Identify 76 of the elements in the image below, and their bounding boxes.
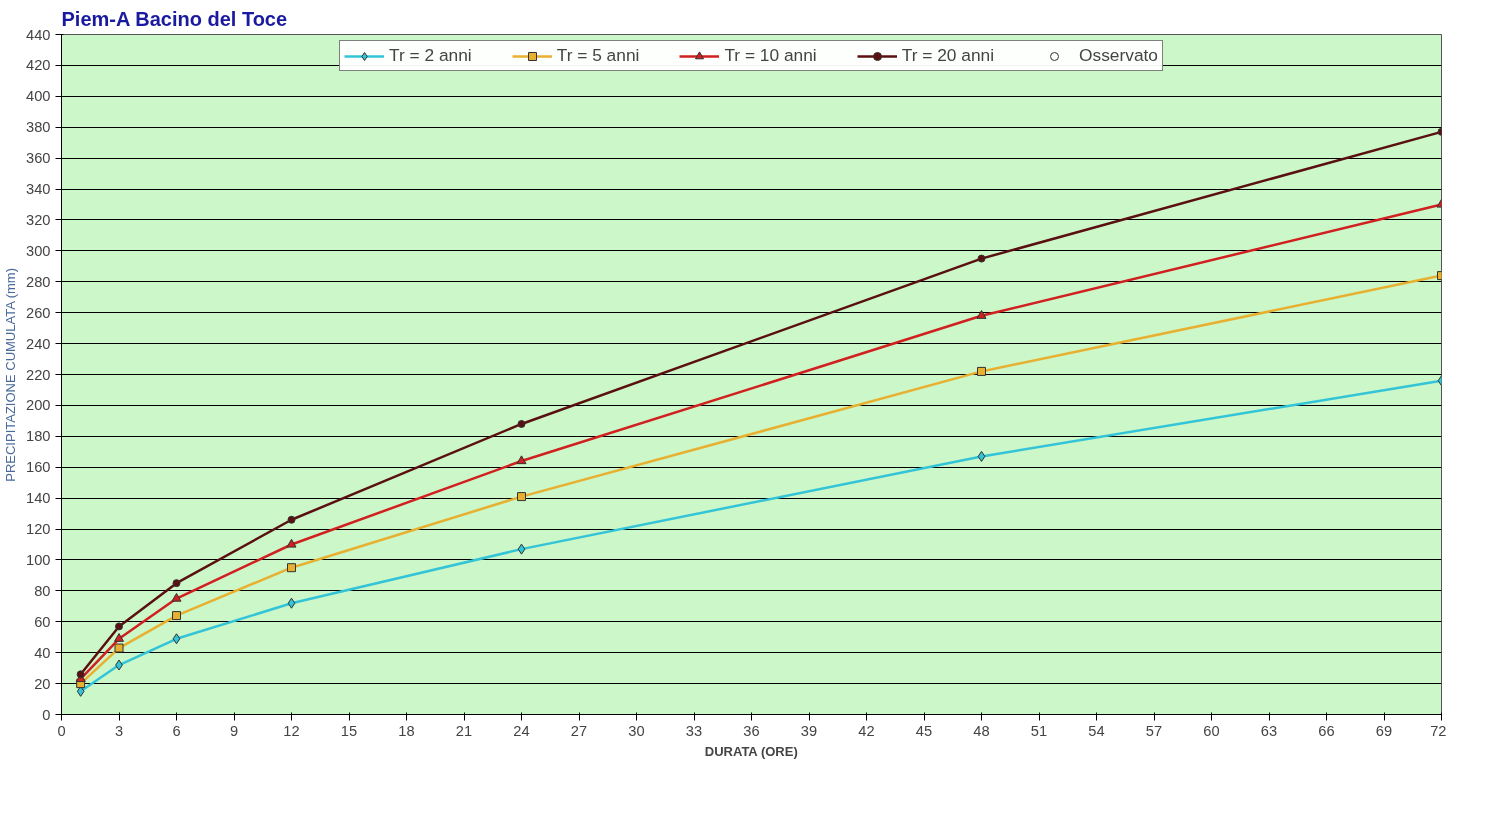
- y-tick-label: 80: [34, 582, 51, 599]
- x-tick-label: 45: [915, 722, 933, 739]
- y-tick-label: 0: [42, 706, 51, 723]
- x-tick-label: 48: [973, 722, 990, 739]
- point: [517, 419, 526, 428]
- point: [976, 310, 987, 319]
- point: [977, 450, 986, 462]
- point: [517, 492, 526, 502]
- x-tick-label: 21: [455, 722, 473, 739]
- y-tick-label: 140: [26, 490, 51, 507]
- legend-label: Osservato: [1079, 45, 1158, 66]
- y-tick-label: 180: [26, 428, 51, 445]
- y-tick-label: 420: [26, 57, 51, 74]
- x-tick-label: 66: [1318, 722, 1335, 739]
- x-tick-label: 27: [570, 722, 588, 739]
- point: [517, 543, 526, 555]
- y-tick-label: 160: [26, 459, 51, 476]
- y-tick-label: 360: [26, 150, 51, 167]
- y-tick-label: 260: [26, 304, 51, 321]
- point: [172, 579, 181, 588]
- x-tick-label: 33: [685, 722, 703, 739]
- x-tick-label: 42: [858, 722, 875, 739]
- y-tick-label: 240: [26, 335, 51, 352]
- y-tick-label: 20: [34, 675, 51, 692]
- x-axis-title: DURATA (ORE): [704, 743, 798, 759]
- y-tick-label: 280: [26, 273, 51, 290]
- legend-label: Tr = 2 anni: [389, 45, 472, 66]
- x-tick-label: 57: [1145, 722, 1163, 739]
- x-tick-label: 36: [743, 722, 760, 739]
- y-tick-label: 120: [26, 521, 51, 538]
- point: [977, 366, 986, 376]
- x-tick-label: 15: [340, 722, 358, 739]
- y-tick-label: 380: [26, 119, 51, 136]
- x-tick-label: 54: [1088, 722, 1105, 739]
- point: [516, 455, 527, 465]
- x-tick-label: 6: [172, 722, 181, 739]
- point: [114, 633, 124, 642]
- x-tick-label: 69: [1375, 722, 1393, 739]
- point: [977, 254, 986, 263]
- point: [172, 611, 181, 621]
- y-tick-label: 400: [26, 88, 51, 105]
- point: [287, 515, 296, 524]
- y-tick-label: 340: [26, 181, 51, 198]
- y-tick-label: 320: [26, 211, 51, 228]
- chart-title: Piem-A Bacino del Toce: [61, 7, 288, 30]
- x-tick-label: 18: [398, 722, 415, 739]
- x-tick-label: 39: [800, 722, 818, 739]
- point: [76, 670, 85, 679]
- y-tick-label: 100: [26, 551, 51, 568]
- point: [171, 592, 182, 602]
- y-tick-label: 40: [34, 644, 51, 661]
- y-tick-label: 220: [26, 366, 51, 383]
- x-tick-label: 3: [114, 722, 124, 739]
- y-axis-title: PRECIPITAZIONE CUMULATA (mm): [3, 267, 19, 482]
- y-tick-label: 60: [34, 613, 51, 630]
- x-tick-label: 30: [628, 722, 645, 739]
- legend-label: Tr = 5 anni: [556, 45, 640, 66]
- point: [114, 643, 124, 653]
- legend-label: Tr = 10 anni: [724, 45, 817, 66]
- x-tick-label: 63: [1260, 722, 1278, 739]
- legend-label: Tr = 20 anni: [901, 45, 995, 66]
- x-tick-label: 12: [283, 722, 300, 739]
- point: [287, 597, 296, 609]
- x-tick-label: 72: [1430, 722, 1447, 739]
- y-tick-label: 440: [26, 26, 51, 43]
- x-tick-label: 60: [1203, 722, 1220, 739]
- point: [287, 563, 296, 573]
- y-tick-label: 300: [26, 242, 51, 259]
- point: [286, 538, 297, 548]
- x-tick-label: 24: [513, 722, 530, 739]
- x-tick-label: 0: [57, 722, 66, 739]
- point: [172, 633, 181, 645]
- point: [115, 622, 123, 631]
- x-tick-label: 51: [1030, 722, 1048, 739]
- x-tick-label: 9: [229, 722, 239, 739]
- y-tick-label: 200: [26, 397, 51, 414]
